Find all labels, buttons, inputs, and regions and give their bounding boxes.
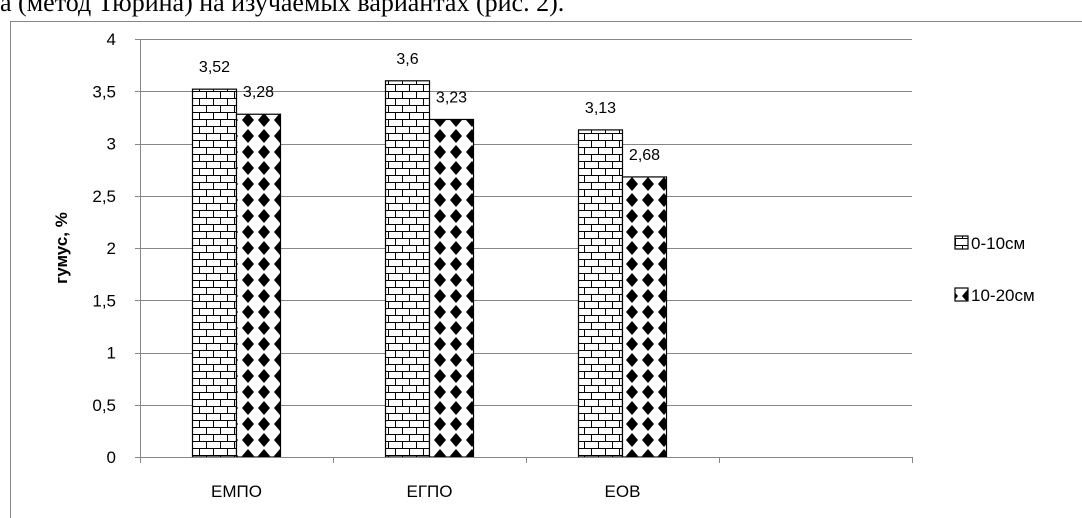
bars [191, 80, 668, 458]
data-label-1-1: 3,23 [436, 89, 467, 106]
x-tick-labels: ЕМПО ЕГПО ЕОВ [211, 482, 640, 501]
bar-0-0 [191, 88, 238, 458]
y-tick-label-8: 4 [107, 30, 116, 49]
bar-1-2 [621, 176, 668, 458]
legend-swatch-1 [954, 287, 969, 302]
y-tick-label-4: 2 [107, 239, 116, 258]
y-tick-label-5: 2,5 [92, 187, 116, 206]
x-tick-label-1: ЕГПО [407, 482, 453, 501]
bar-0-1 [384, 80, 431, 458]
chart-border [10, 21, 1082, 518]
data-label-1-2: 2,68 [629, 147, 660, 164]
bar-0-2 [577, 129, 624, 458]
y-tick-labels: 0 0,5 1 1,5 2 2,5 3 3,5 4 [92, 30, 116, 467]
document-caption-text: а (метод Тюрина) на изучаемых вариантах … [0, 0, 565, 17]
gridlines [140, 39, 912, 406]
y-tick-label-3: 1,5 [92, 291, 116, 310]
legend-label-0: 0-10см [971, 234, 1025, 253]
x-tick-label-0: ЕМПО [211, 482, 262, 501]
legend-swatch-0 [954, 235, 969, 250]
legend-label-1: 10-20см [971, 286, 1035, 305]
x-tick-label-2: ЕОВ [605, 482, 641, 501]
y-tick-label-1: 0,5 [92, 396, 116, 415]
data-label-0-2: 3,13 [585, 100, 616, 117]
data-label-0-0: 3,52 [199, 59, 230, 76]
data-labels: 3,52 3,6 3,13 3,28 3,23 2,68 [199, 51, 660, 164]
y-tick-label-7: 3,5 [92, 82, 116, 101]
data-label-1-0: 3,28 [243, 84, 274, 101]
legend: 0-10см 10-20см [954, 234, 1035, 305]
y-tick-label-0: 0 [107, 448, 116, 467]
bar-1-0 [235, 113, 282, 458]
y-tick-label-6: 3 [107, 135, 116, 154]
bar-1-1 [428, 118, 475, 458]
y-tick-label-2: 1 [107, 344, 116, 363]
y-axis-title: гумус, % [52, 212, 71, 284]
data-label-0-1: 3,6 [396, 51, 418, 68]
axes [135, 39, 913, 463]
